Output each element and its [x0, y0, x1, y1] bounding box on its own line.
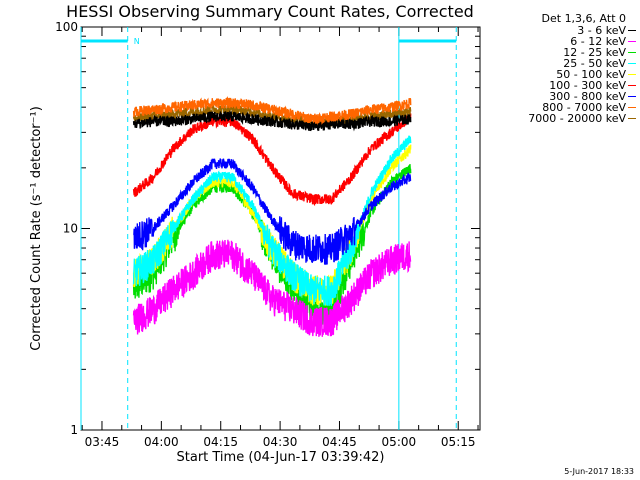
series-line — [132, 239, 412, 337]
legend-title: Det 1,3,6, Att 0 — [541, 12, 626, 25]
legend-item: 7000 - 20000 keV — [486, 112, 636, 125]
legend-item-label: 800 - 7000 keV — [542, 101, 626, 114]
legend-item-label: 6 - 12 keV — [570, 35, 626, 48]
x-axis-label: Start Time (04-Jun-17 03:39:42) — [177, 450, 385, 465]
legend-swatch — [628, 74, 636, 75]
legend-rows: 3 - 6 keV 6 - 12 keV 12 - 25 keV 25 - 50 ke… — [486, 24, 636, 125]
legend-item: 6 - 12 keV — [486, 35, 636, 48]
x-tick-label: 05:15 — [441, 435, 476, 449]
series-line — [132, 111, 412, 207]
legend-item-label: 300 - 800 keV — [549, 90, 626, 103]
legend-item-label: 3 - 6 keV — [577, 24, 626, 37]
legend-item-label: 7000 - 20000 keV — [528, 112, 626, 125]
legend-item: 800 - 7000 keV — [486, 101, 636, 114]
x-tick-label: 05:00 — [382, 435, 417, 449]
x-tick-label: 04:00 — [144, 435, 179, 449]
legend-swatch — [628, 118, 636, 119]
chart-legend: Det 1,3,6, Att 0 3 - 6 keV 6 - 12 keV 12 -… — [486, 12, 636, 125]
legend-swatch — [628, 52, 636, 53]
series-line — [132, 110, 412, 132]
x-tick-label: 04:30 — [263, 435, 298, 449]
legend-swatch — [628, 30, 636, 31]
legend-swatch — [628, 96, 636, 97]
legend-item-label: 50 - 100 keV — [556, 68, 626, 81]
legend-item: 100 - 300 keV — [486, 79, 636, 92]
legend-item-label: 100 - 300 keV — [549, 79, 626, 92]
legend-swatch — [628, 107, 636, 108]
legend-item: 300 - 800 keV — [486, 90, 636, 103]
x-tick-label: 04:45 — [322, 435, 357, 449]
legend-swatch — [628, 63, 636, 64]
footer-timestamp: 5-Jun-2017 18:33 — [564, 467, 634, 476]
legend-item: 3 - 6 keV — [486, 24, 636, 37]
night-label: N — [134, 37, 140, 46]
legend-swatch — [628, 85, 636, 86]
y-tick-label: 10 — [63, 222, 78, 236]
legend-swatch — [628, 41, 636, 42]
x-tick-label: 03:45 — [85, 435, 120, 449]
series-line — [132, 96, 412, 125]
legend-item-label: 12 - 25 keV — [563, 46, 626, 59]
y-axis-label: Corrected Count Rate (s⁻¹ detector⁻¹) — [29, 106, 44, 351]
y-tick-label: 1 — [70, 423, 78, 437]
legend-item-label: 25 - 50 keV — [563, 57, 626, 70]
legend-item: 50 - 100 keV — [486, 68, 636, 81]
chart-title: HESSI Observing Summary Count Rates, Cor… — [66, 2, 474, 21]
x-tick-label: 04:15 — [203, 435, 238, 449]
legend-item: 25 - 50 keV — [486, 57, 636, 70]
legend-item: 12 - 25 keV — [486, 46, 636, 59]
y-tick-label: 100 — [55, 20, 78, 34]
series-line — [133, 158, 412, 265]
